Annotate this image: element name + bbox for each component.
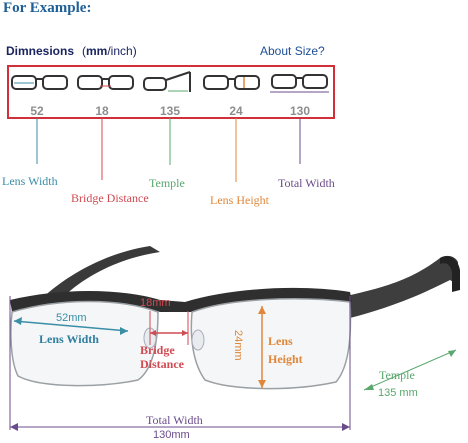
diagram-lens-width-label: Lens Width [39,332,99,346]
lens-width-value: 52 [30,104,44,118]
lens-height-label: Lens Height [210,193,269,207]
diagram-temple-value: 135 mm [378,387,418,399]
diagram-height-label-2: Height [268,352,303,366]
diagram-temple-label: Temple [379,368,415,382]
diagram-height-label-1: Lens [268,334,293,348]
temple-label: Temple [149,176,185,190]
diagram-bridge-label-1: Bridge [140,343,175,357]
thumb-height-icon [203,75,260,90]
dimensions-box [7,65,335,119]
diagram-lens-width-value: 52mm [56,312,87,324]
bridge-value: 18 [95,104,109,118]
diagram-total-value: 130mm [153,429,190,441]
dimensions-unit: (mm/inch) [82,44,137,58]
section-heading: For Example: [3,0,92,16]
diagram-bridge-value: 18mm [140,297,171,309]
total-width-value: 130 [289,104,311,118]
about-size-link[interactable]: About Size? [260,44,325,58]
diagram-total-label: Total Width [146,413,203,427]
total-width-label: Total Width [278,176,335,190]
lens-width-label: Lens Width [2,174,58,188]
thumb-lens-width-icon [11,75,68,90]
thumb-bridge-icon [77,75,134,90]
thumb-total-icon [270,74,329,93]
thumb-temple-icon [143,71,191,92]
lens-height-value: 24 [229,104,243,118]
dimensions-title: Dimnesions [6,44,75,58]
temple-value: 135 [159,104,181,118]
bridge-distance-label: Bridge Distance [71,191,149,205]
diagram-bridge-label-2: Distance [140,357,184,371]
diagram-height-value: 24mm [232,330,244,361]
